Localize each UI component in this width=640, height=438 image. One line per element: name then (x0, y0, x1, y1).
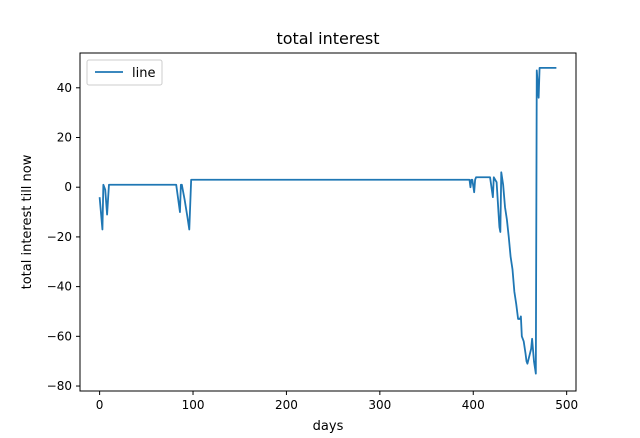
x-axis-label: days (313, 419, 344, 434)
x-axis: 0 100 200 300 400 500 (96, 391, 578, 412)
y-tick-label: 20 (57, 131, 72, 145)
legend-box (86, 59, 163, 86)
y-tick-label: −60 (47, 329, 72, 343)
y-axis: −80 −60 −40 −20 0 20 40 (47, 81, 80, 393)
y-tick-label: 0 (64, 180, 72, 194)
x-tick-label: 100 (182, 398, 205, 412)
series-line (98, 67, 557, 375)
x-tick-label: 400 (462, 398, 485, 412)
y-tick-label: −20 (47, 230, 72, 244)
y-axis-label: total interest till now (20, 154, 35, 289)
y-tick-label: −40 (47, 280, 72, 294)
y-tick-label: −80 (47, 379, 72, 393)
plot-area (79, 52, 577, 392)
plot-frame (79, 52, 577, 392)
chart-title: total interest (276, 29, 379, 48)
x-tick-label: 0 (96, 398, 104, 412)
series-layer (98, 67, 557, 375)
x-tick-label: 200 (275, 398, 298, 412)
legend-label-line: line (132, 66, 155, 81)
x-tick-label: 500 (555, 398, 578, 412)
x-tick-label: 300 (368, 398, 391, 412)
legend: line (86, 59, 163, 86)
y-tick-label: 40 (57, 81, 72, 95)
